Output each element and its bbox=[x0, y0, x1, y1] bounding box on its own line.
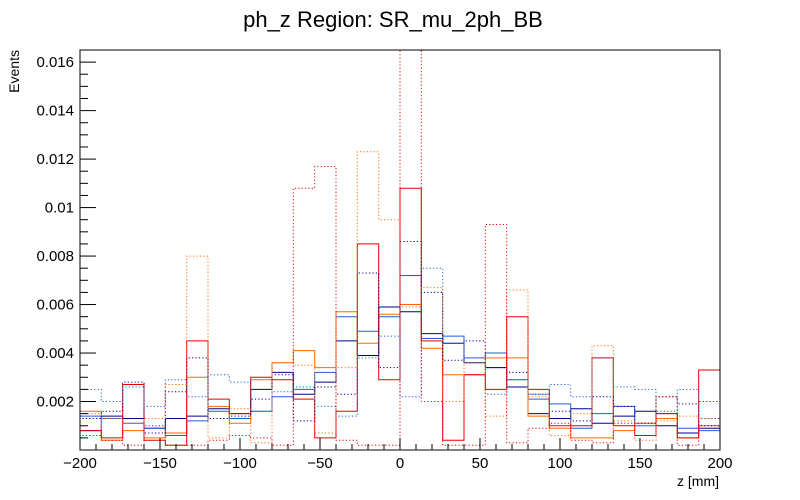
y-tick-label: 0.008 bbox=[36, 248, 74, 265]
x-tick-label: −150 bbox=[143, 455, 177, 472]
y-tick-label: 0.004 bbox=[36, 345, 74, 362]
y-tick-label: 0.016 bbox=[36, 54, 74, 71]
x-tick-label: −100 bbox=[223, 455, 257, 472]
series-navy-dotted bbox=[79, 241, 721, 450]
y-tick-label: 0.002 bbox=[36, 394, 74, 411]
series-layer bbox=[79, 49, 721, 450]
y-tick-label: 0.012 bbox=[36, 151, 74, 168]
y-axis-label: Events bbox=[6, 50, 22, 93]
x-axis-label: z [mm] bbox=[677, 473, 719, 489]
x-tick-label: 150 bbox=[627, 455, 652, 472]
x-tick-label: 50 bbox=[472, 455, 489, 472]
x-tick-label: 100 bbox=[547, 455, 572, 472]
x-tick-label: 200 bbox=[707, 455, 732, 472]
y-tick-label: 0.014 bbox=[36, 103, 74, 120]
axes-layer: −200 −150 −100 −50 0 50 100 150 200 0.002 0.004 0.0… bbox=[36, 54, 732, 472]
y-tick-label: 0.006 bbox=[36, 297, 74, 314]
x-tick-label: −50 bbox=[307, 455, 332, 472]
series-orange-dotted bbox=[79, 151, 721, 450]
y-tick-label: 0.01 bbox=[45, 200, 74, 217]
x-tick-label: −200 bbox=[63, 455, 97, 472]
chart-title: ph_z Region: SR_mu_2ph_BB bbox=[243, 7, 543, 32]
x-tick-label: 0 bbox=[396, 455, 404, 472]
